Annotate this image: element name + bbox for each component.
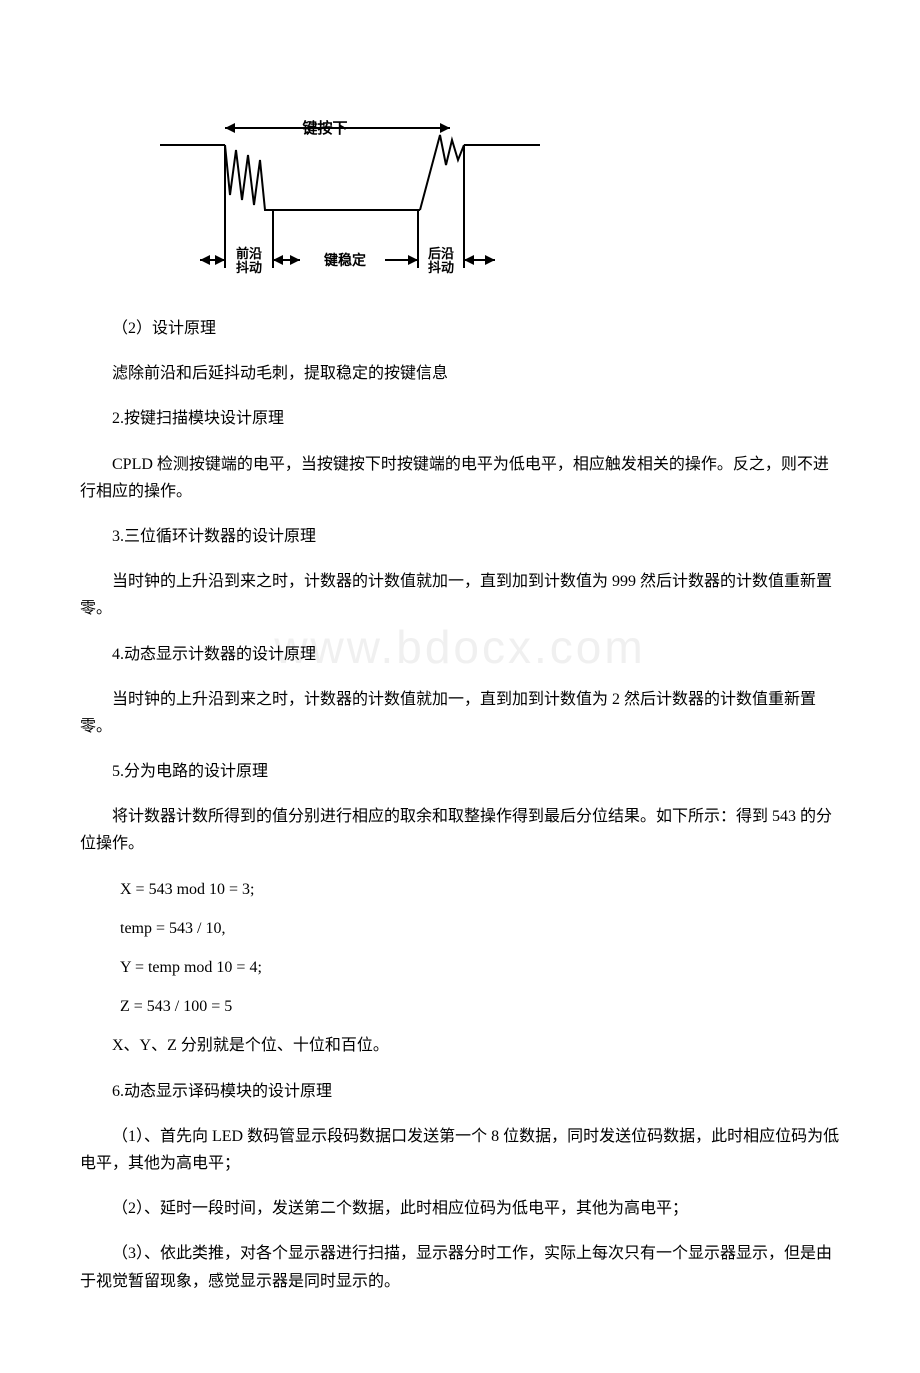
- para-section-6: 6.动态显示译码模块的设计原理: [80, 1078, 840, 1105]
- svg-text:抖动: 抖动: [428, 260, 454, 275]
- key-signal-diagram: 键按下 前沿 抖动: [160, 110, 540, 290]
- code-z: Z = 543 / 100 = 5: [80, 993, 840, 1020]
- para-cpld-desc: CPLD 检测按键端的电平，当按键按下时按键端的电平为低电平，相应触发相关的操作…: [80, 451, 840, 505]
- para-section-3: 3.三位循环计数器的设计原理: [80, 523, 840, 550]
- para-design-principle: （2）设计原理: [80, 315, 840, 342]
- document-page: 键按下 前沿 抖动: [0, 0, 920, 1373]
- para-xyz: X、Y、Z 分别就是个位、十位和百位。: [80, 1032, 840, 1059]
- diagram-label-stable: 键稳定: [323, 252, 366, 269]
- para-filter-desc: 滤除前沿和后延抖动毛刺，提取稳定的按键信息: [80, 360, 840, 387]
- para-section-2: 2.按键扫描模块设计原理: [80, 405, 840, 432]
- para-led-3: （3）、依此类推，对各个显示器进行扫描，显示器分时工作，实际上每次只有一个显示器…: [80, 1240, 840, 1294]
- para-divide-desc: 将计数器计数所得到的值分别进行相应的取余和取整操作得到最后分位结果。如下所示：得…: [80, 803, 840, 857]
- para-section-5: 5.分为电路的设计原理: [80, 758, 840, 785]
- svg-text:抖动: 抖动: [236, 260, 262, 275]
- code-y: Y = temp mod 10 = 4;: [80, 954, 840, 981]
- diagram-label-front: 前沿: [236, 246, 262, 261]
- diagram-label-back: 后沿: [428, 246, 454, 261]
- para-led-2: （2）、延时一段时间，发送第二个数据，此时相应位码为低电平，其他为高电平；: [80, 1195, 840, 1222]
- code-x: X = 543 mod 10 = 3;: [80, 876, 840, 903]
- para-counter-999: 当时钟的上升沿到来之时，计数器的计数值就加一，直到加到计数值为 999 然后计数…: [80, 568, 840, 622]
- para-led-1: （1）、首先向 LED 数码管显示段码数据口发送第一个 8 位数据，同时发送位码…: [80, 1123, 840, 1177]
- code-temp: temp = 543 / 10,: [80, 915, 840, 942]
- para-section-4: 4.动态显示计数器的设计原理: [80, 641, 840, 668]
- para-counter-2: 当时钟的上升沿到来之时，计数器的计数值就加一，直到加到计数值为 2 然后计数器的…: [80, 686, 840, 740]
- diagram-label-keypress: 键按下: [301, 119, 347, 137]
